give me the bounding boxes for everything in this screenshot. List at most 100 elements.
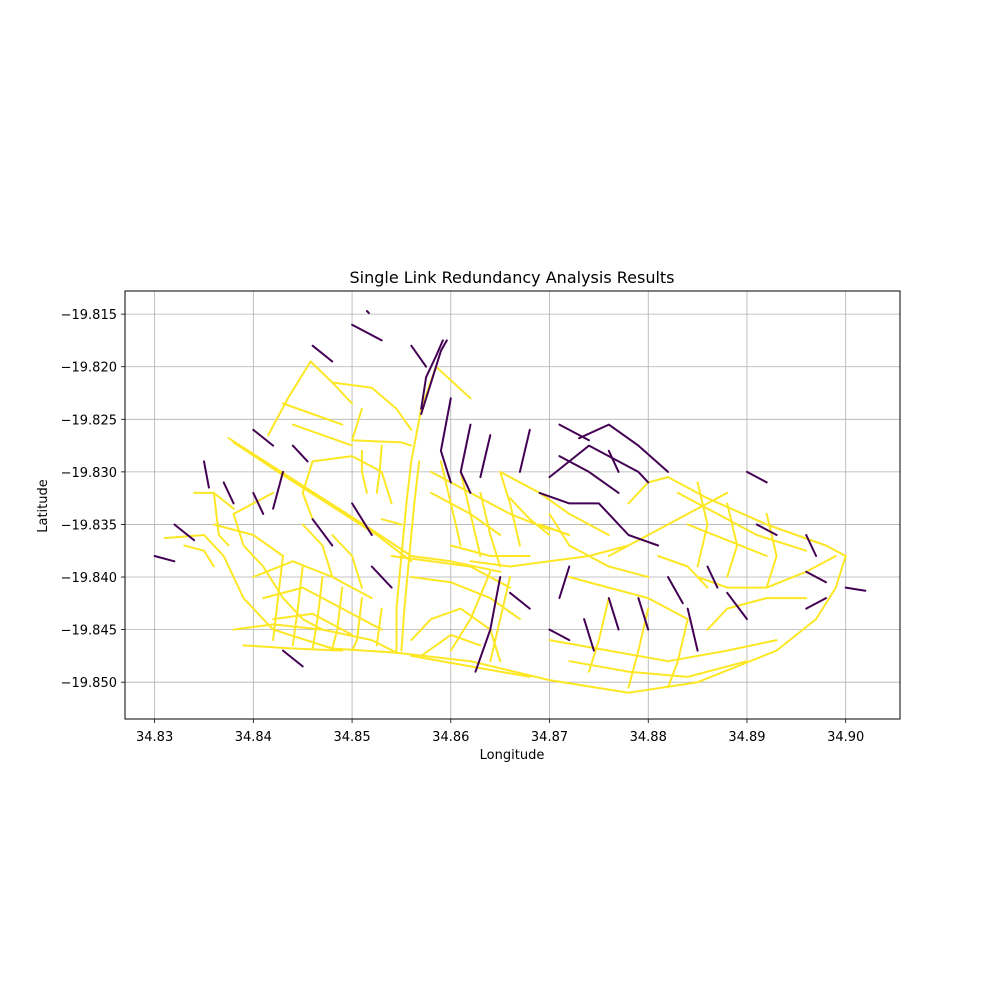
redundant-link [351, 439, 413, 447]
redundant-link [375, 444, 383, 494]
critical-link [311, 344, 334, 363]
critical-link [459, 423, 472, 494]
redundant-link [696, 481, 709, 568]
critical-link [726, 591, 748, 621]
y-tick-label: −19.835 [61, 518, 117, 533]
redundant-link [375, 607, 383, 647]
y-tick-label: −19.840 [61, 571, 117, 586]
critical-link [311, 518, 334, 547]
y-tick-label: −19.825 [61, 413, 117, 428]
critical-link [365, 310, 370, 315]
redundant-link [331, 381, 413, 431]
critical-link [583, 618, 595, 652]
critical-link [667, 576, 684, 605]
critical-link [410, 344, 428, 368]
critical-link [558, 455, 620, 494]
redundant-link [420, 633, 482, 657]
redundant-link [627, 607, 650, 689]
redundant-link [183, 544, 215, 568]
redundant-link [568, 576, 689, 621]
redundant-link [489, 576, 511, 663]
redundant-link [242, 644, 344, 652]
x-tick-label: 34.90 [827, 730, 864, 745]
redundant-link [400, 460, 421, 652]
x-tick-label: 34.88 [630, 730, 667, 745]
critical-link [252, 491, 265, 515]
redundant-link [267, 360, 312, 437]
critical-link [509, 591, 531, 610]
redundant-link [588, 597, 610, 673]
critical-link [370, 565, 393, 589]
redundant-link [676, 491, 808, 552]
x-tick-label: 34.85 [333, 730, 370, 745]
redundant-link [360, 449, 368, 494]
x-tick-label: 34.83 [136, 730, 173, 745]
redundant-link [390, 555, 511, 589]
redundant-link [311, 455, 393, 505]
redundant-link [380, 518, 403, 526]
critical-link [439, 397, 452, 484]
critical-link [222, 481, 235, 505]
redundant-link [232, 623, 398, 654]
critical-link [282, 649, 304, 668]
redundant-link [331, 586, 344, 650]
redundant-link [163, 534, 847, 694]
redundant-link [667, 476, 847, 557]
plot-frame [124, 290, 901, 720]
redundant-link [227, 437, 502, 573]
redundant-link [262, 586, 383, 631]
redundant-link [509, 497, 551, 536]
x-tick-label: 34.89 [728, 730, 765, 745]
critical-link [746, 470, 768, 484]
critical-link [607, 449, 620, 473]
redundant-link [291, 565, 304, 647]
chart-title: Single Link Redundancy Analysis Results [349, 268, 674, 287]
redundant-link [568, 660, 748, 678]
redundant-link [469, 544, 630, 568]
critical-link [518, 428, 531, 473]
redundant-link [272, 555, 284, 642]
critical-link [805, 534, 818, 557]
critical-link [558, 565, 571, 600]
redundant-link [395, 460, 413, 654]
critical-link [420, 339, 444, 410]
critical-link [805, 597, 827, 610]
redundant-link [686, 523, 768, 557]
critical-link [548, 628, 571, 642]
critical-link [272, 470, 284, 510]
redundant-link [311, 576, 324, 650]
redundant-link [706, 597, 808, 631]
y-tick-label: −19.830 [61, 466, 117, 481]
redundant-link [449, 570, 492, 652]
critical-link [479, 434, 492, 479]
redundant-link [232, 512, 324, 631]
road-network [153, 310, 867, 694]
critical-link [686, 607, 699, 652]
redundant-link [499, 470, 610, 536]
redundant-link [351, 407, 363, 442]
critical-link [538, 491, 660, 547]
redundant-link [548, 639, 778, 663]
redundant-link [291, 423, 354, 447]
x-tick-label: 34.87 [531, 730, 568, 745]
critical-link [805, 570, 827, 584]
critical-link [558, 423, 590, 442]
redundant-link [301, 523, 334, 578]
critical-link [578, 423, 669, 473]
redundant-link [459, 470, 482, 557]
redundant-link [499, 470, 521, 547]
critical-link [351, 502, 373, 536]
x-tick-label: 34.84 [235, 730, 272, 745]
critical-link [420, 339, 448, 415]
y-tick-label: −19.815 [61, 308, 117, 323]
redundant-link [765, 512, 778, 589]
redundant-link [351, 597, 363, 652]
redundant-link [449, 544, 531, 557]
redundant-link [410, 654, 531, 678]
y-tick-label: −19.820 [61, 361, 117, 376]
axis-ticks: 34.83 34.84 34.85 34.86 34.87 34.88 34.89 34.90… [61, 308, 865, 745]
y-tick-label: −19.850 [61, 676, 117, 691]
redundant-link [212, 523, 284, 557]
